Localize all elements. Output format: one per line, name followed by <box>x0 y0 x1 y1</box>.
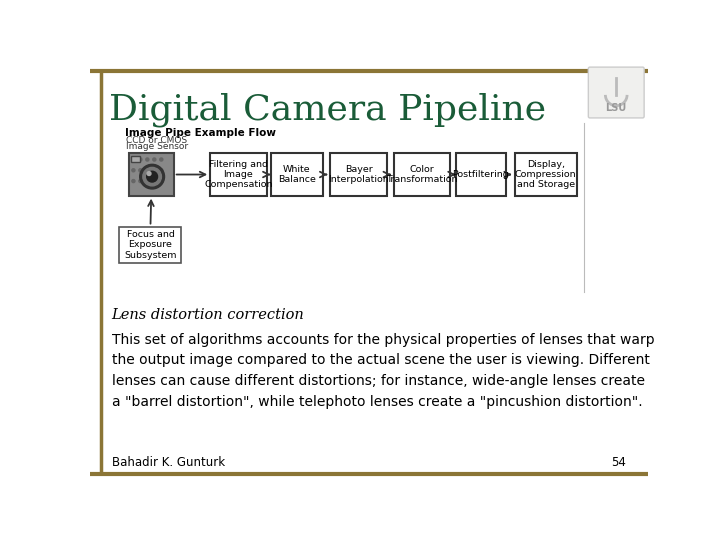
FancyBboxPatch shape <box>330 153 387 195</box>
Text: Digital Camera Pipeline: Digital Camera Pipeline <box>109 92 546 127</box>
Text: Filtering and
Image
Compensation: Filtering and Image Compensation <box>204 160 273 190</box>
FancyBboxPatch shape <box>210 153 266 195</box>
Text: Color
Transformation: Color Transformation <box>387 165 458 184</box>
FancyBboxPatch shape <box>456 153 506 195</box>
Circle shape <box>139 158 142 161</box>
Circle shape <box>140 164 165 189</box>
Text: Bahadir K. Gunturk: Bahadir K. Gunturk <box>112 456 225 469</box>
Circle shape <box>139 179 142 183</box>
FancyBboxPatch shape <box>394 153 451 195</box>
Text: Display,
Compression
and Storage: Display, Compression and Storage <box>515 160 577 190</box>
Text: Image Sensor: Image Sensor <box>126 141 188 151</box>
Circle shape <box>143 167 161 186</box>
Circle shape <box>153 158 156 161</box>
Circle shape <box>147 171 158 182</box>
FancyBboxPatch shape <box>515 153 577 195</box>
Text: Image Pipe Example Flow: Image Pipe Example Flow <box>125 129 276 138</box>
Text: CCD or CMOS: CCD or CMOS <box>126 136 186 145</box>
Circle shape <box>153 179 156 183</box>
Text: Bayer
Interpolation: Bayer Interpolation <box>328 165 389 184</box>
FancyBboxPatch shape <box>120 226 181 264</box>
Text: 54: 54 <box>611 456 626 469</box>
Text: Focus and
Exposure
Subsystem: Focus and Exposure Subsystem <box>124 230 176 260</box>
Circle shape <box>145 168 149 172</box>
Text: LSU: LSU <box>606 103 627 113</box>
Circle shape <box>132 158 135 161</box>
Circle shape <box>132 168 135 172</box>
FancyBboxPatch shape <box>588 67 644 118</box>
FancyBboxPatch shape <box>129 153 174 195</box>
Text: White
Balance: White Balance <box>278 165 316 184</box>
Circle shape <box>132 179 135 183</box>
FancyBboxPatch shape <box>131 156 140 162</box>
Circle shape <box>153 168 156 172</box>
Circle shape <box>145 158 149 161</box>
Circle shape <box>147 172 151 176</box>
Text: Postfiltering: Postfiltering <box>453 170 509 179</box>
Circle shape <box>139 168 142 172</box>
Circle shape <box>160 168 163 172</box>
FancyBboxPatch shape <box>271 153 323 195</box>
Circle shape <box>160 179 163 183</box>
Text: This set of algorithms accounts for the physical properties of lenses that warp
: This set of algorithms accounts for the … <box>112 333 654 409</box>
Circle shape <box>160 158 163 161</box>
Text: Lens distortion correction: Lens distortion correction <box>112 308 305 322</box>
Circle shape <box>145 179 149 183</box>
